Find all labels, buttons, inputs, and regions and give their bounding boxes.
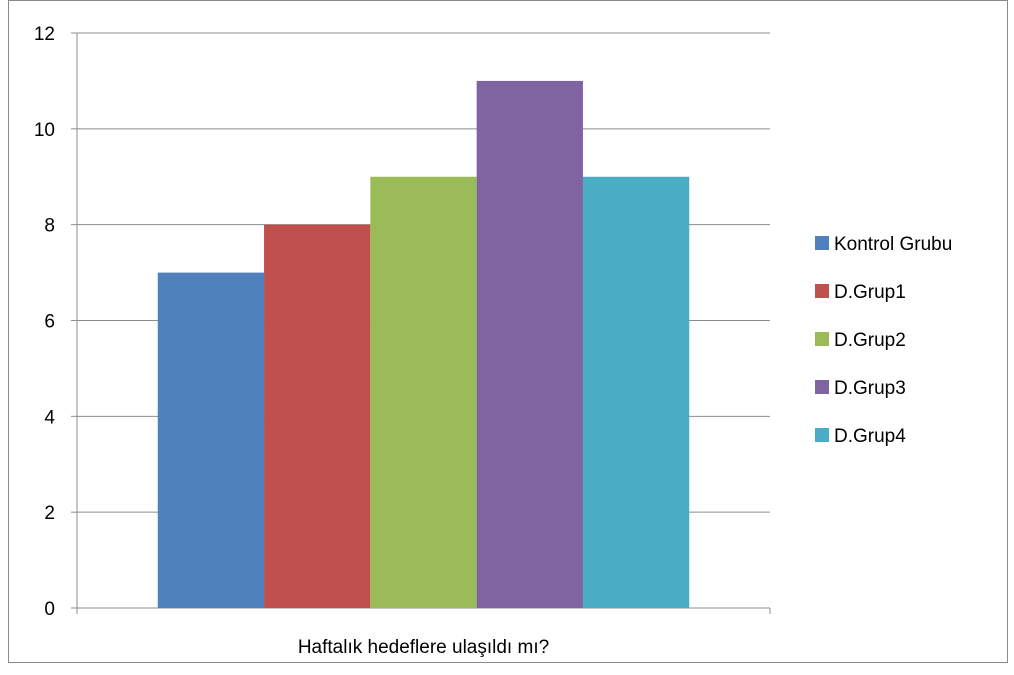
y-tick-label: 12 — [34, 24, 55, 45]
legend-swatch — [815, 284, 829, 298]
y-tick-label: 8 — [44, 216, 55, 237]
legend-label: D.Grup4 — [834, 426, 906, 447]
legend-label: D.Grup2 — [834, 330, 906, 351]
y-tick-label: 2 — [44, 503, 55, 524]
y-tick-label: 6 — [44, 312, 55, 333]
bar-d-grup1 — [264, 224, 371, 608]
legend-label: D.Grup1 — [834, 282, 906, 303]
bar-d-grup4 — [582, 176, 690, 608]
legend-swatch — [815, 236, 829, 250]
legend-label: D.Grup3 — [834, 378, 906, 399]
legend-label: Kontrol Grubu — [834, 234, 952, 255]
legend-swatch — [815, 332, 829, 346]
y-tick-label: 4 — [44, 407, 55, 428]
category-label: Haftalık hedeflere ulaşıldı mı? — [298, 637, 549, 658]
bar-kontrol-grubu — [157, 272, 265, 608]
y-tick-label: 10 — [34, 120, 55, 141]
legend-swatch — [815, 380, 829, 394]
y-tick-label: 0 — [44, 599, 55, 620]
bar-d-grup2 — [370, 176, 477, 608]
legend-swatch — [815, 428, 829, 442]
bar-d-grup3 — [476, 80, 583, 608]
